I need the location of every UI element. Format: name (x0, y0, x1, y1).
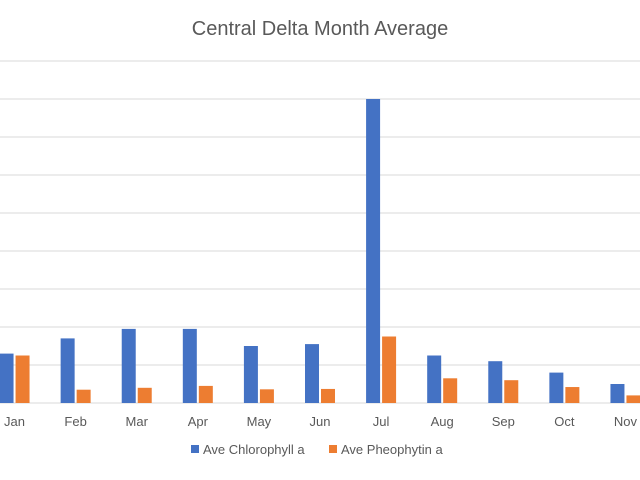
x-tick-label: Oct (554, 414, 575, 429)
bar-ave-pheophytin-a-may (259, 389, 274, 403)
bar-ave-pheophytin-a-jan (15, 355, 30, 403)
bar-ave-chlorophyll-a-aug (427, 355, 442, 403)
bar-ave-chlorophyll-a-jun (305, 344, 319, 403)
bar-ave-pheophytin-a-sep (504, 380, 519, 403)
bar-ave-chlorophyll-a-feb (60, 338, 75, 403)
x-tick-label: Nov (614, 414, 638, 429)
legend-swatch (329, 445, 337, 453)
bar-ave-pheophytin-a-oct (565, 387, 580, 403)
bar-ave-chlorophyll-a-apr (182, 328, 197, 403)
x-axis-tick-labels: Jan Feb Mar Apr May Jun Jul Aug Sep Oct Nov (4, 414, 637, 429)
bar-ave-pheophytin-a-nov (626, 395, 640, 403)
legend-swatch (191, 445, 199, 453)
x-tick-label: Jul (373, 414, 390, 429)
bar-ave-pheophytin-a-jul (382, 336, 397, 403)
bar-ave-chlorophyll-a-sep (488, 361, 503, 403)
bar-ave-pheophytin-a-aug (443, 378, 458, 403)
x-tick-label: May (247, 414, 272, 429)
bar-ave-pheophytin-a-feb (76, 389, 91, 403)
bar-ave-chlorophyll-a-mar (121, 328, 136, 403)
legend: Ave Chlorophyll a Ave Pheophytin a (191, 442, 443, 457)
bar-ave-pheophytin-a-jun (321, 388, 335, 403)
x-tick-label: Jan (4, 414, 25, 429)
x-tick-label: Feb (64, 414, 86, 429)
bar-ave-chlorophyll-a-nov (610, 384, 625, 403)
legend-item: Ave Pheophytin a (329, 442, 443, 457)
bar-ave-pheophytin-a-mar (137, 387, 152, 403)
bar-ave-chlorophyll-a-oct (549, 372, 564, 403)
bars (0, 99, 640, 403)
x-tick-label: Apr (188, 414, 209, 429)
gridlines (0, 60, 640, 404)
x-tick-label: Sep (492, 414, 515, 429)
legend-item: Ave Chlorophyll a (191, 442, 305, 457)
bar-ave-chlorophyll-a-jan (0, 353, 14, 403)
bar-ave-chlorophyll-a-may (243, 346, 258, 403)
x-tick-label: Aug (431, 414, 454, 429)
chart-title: Central Delta Month Average (192, 18, 448, 40)
bar-ave-chlorophyll-a-jul (366, 99, 381, 403)
x-tick-label: Mar (126, 414, 149, 429)
bar-ave-pheophytin-a-apr (198, 385, 213, 403)
legend-label: Ave Pheophytin a (341, 442, 443, 457)
legend-label: Ave Chlorophyll a (203, 442, 305, 457)
x-tick-label: Jun (310, 414, 331, 429)
